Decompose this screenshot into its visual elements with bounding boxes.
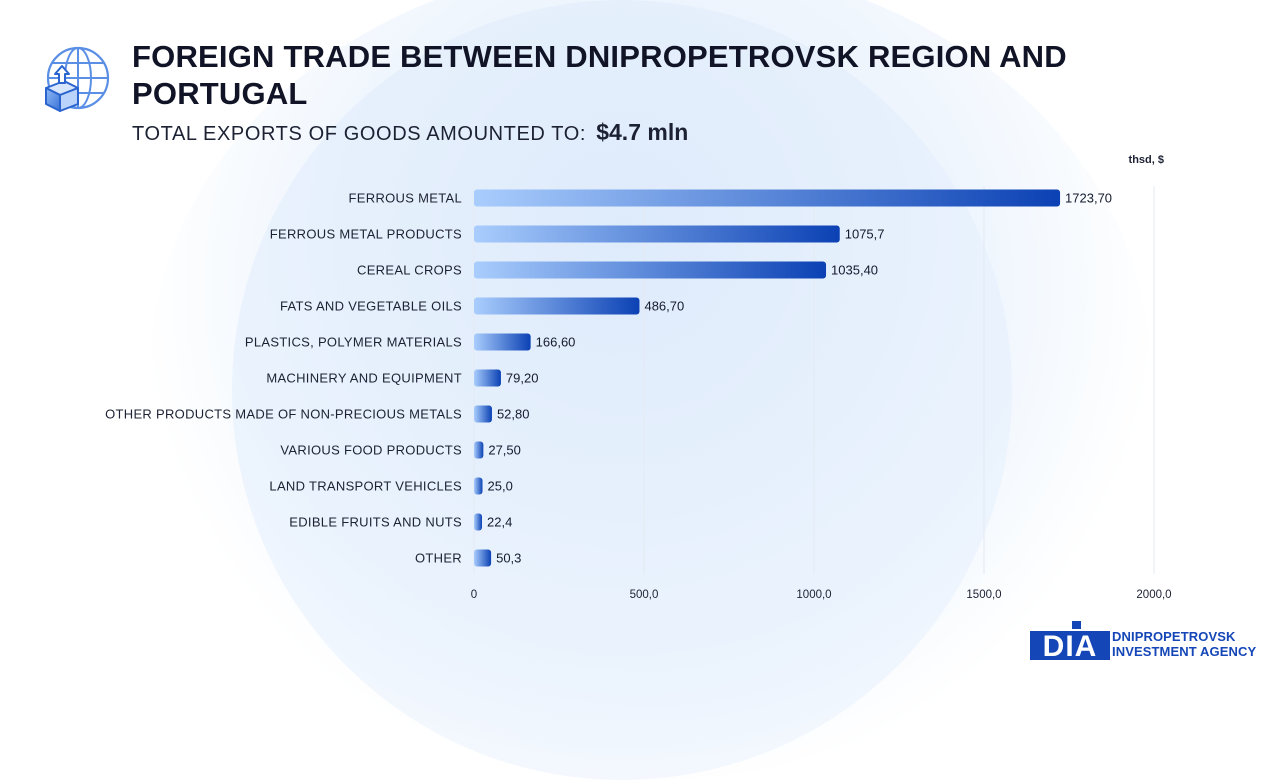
category-label: EDIBLE FRUITS AND NUTS <box>289 515 462 530</box>
data-label: 52,80 <box>497 407 530 422</box>
category-label: FATS AND VEGETABLE OILS <box>280 299 462 314</box>
bars <box>474 189 1061 567</box>
x-tick-label: 0 <box>471 589 477 601</box>
unit-label: thsd, $ <box>1128 154 1164 166</box>
x-tick-label: 1500,0 <box>966 589 1001 601</box>
category-label: FERROUS METAL PRODUCTS <box>270 227 462 242</box>
grid-lines <box>473 186 1155 574</box>
data-label: 27,50 <box>488 443 521 458</box>
bar <box>474 513 482 531</box>
subtitle: TOTAL EXPORTS OF GOODS AMOUNTED TO: $4.7… <box>132 119 688 146</box>
bar <box>474 225 840 243</box>
category-label: OTHER PRODUCTS MADE OF NON-PRECIOUS META… <box>105 407 462 422</box>
category-label: MACHINERY AND EQUIPMENT <box>266 371 462 386</box>
bar <box>474 333 531 351</box>
bar <box>474 405 492 423</box>
category-label: PLASTICS, POLYMER MATERIALS <box>245 335 462 350</box>
brand-name: DNIPROPETROVSK INVESTMENT AGENCY <box>1112 629 1256 659</box>
bar <box>474 189 1061 207</box>
category-label: OTHER <box>415 551 462 566</box>
background-circle <box>232 0 1012 780</box>
data-label: 486,70 <box>644 299 684 314</box>
subtitle-label: TOTAL EXPORTS OF GOODS AMOUNTED TO: <box>132 123 587 145</box>
data-label: 1723,70 <box>1065 191 1112 206</box>
data-label: 166,60 <box>536 335 576 350</box>
x-tick-label: 2000,0 <box>1136 589 1171 601</box>
data-label: 1035,40 <box>831 263 878 278</box>
x-tick-label: 1000,0 <box>796 589 831 601</box>
dia-logo-icon: DIA <box>1030 621 1110 663</box>
data-label: 50,3 <box>496 551 521 566</box>
data-label: 22,4 <box>487 515 512 530</box>
data-label: 79,20 <box>506 371 539 386</box>
brand-logo: DIA DNIPROPETROVSK INVESTMENT AGENCY <box>1030 621 1256 663</box>
data-label: 1075,7 <box>845 227 885 242</box>
brand-name-line2: INVESTMENT AGENCY <box>1112 644 1257 659</box>
data-label: 25,0 <box>488 479 513 494</box>
category-label: LAND TRANSPORT VEHICLES <box>269 479 462 494</box>
bar <box>474 261 827 279</box>
bar <box>474 297 640 315</box>
bar <box>474 441 484 459</box>
bar-chart: 0 500,0 1000,0 1500,0 2000,0 FERROUS METAL 172… <box>105 186 1172 602</box>
x-tick-label: 500,0 <box>630 589 659 601</box>
total-exports-value: $4.7 mln <box>596 119 689 145</box>
category-label: FERROUS METAL <box>349 191 462 206</box>
globe-export-box-icon <box>45 46 110 112</box>
brand-logo-text: DIA <box>1043 630 1098 663</box>
page-title: FOREIGN TRADE BETWEEN DNIPROPETROVSK REG… <box>132 39 1067 111</box>
bar <box>474 369 501 387</box>
category-label: CEREAL CROPS <box>357 263 462 278</box>
category-label: VARIOUS FOOD PRODUCTS <box>280 443 462 458</box>
labels: 0 500,0 1000,0 1500,0 2000,0 FERROUS METAL 172… <box>105 191 1171 602</box>
brand-name-line1: DNIPROPETROVSK <box>1112 629 1236 644</box>
bar <box>474 549 492 567</box>
bar <box>474 477 483 495</box>
